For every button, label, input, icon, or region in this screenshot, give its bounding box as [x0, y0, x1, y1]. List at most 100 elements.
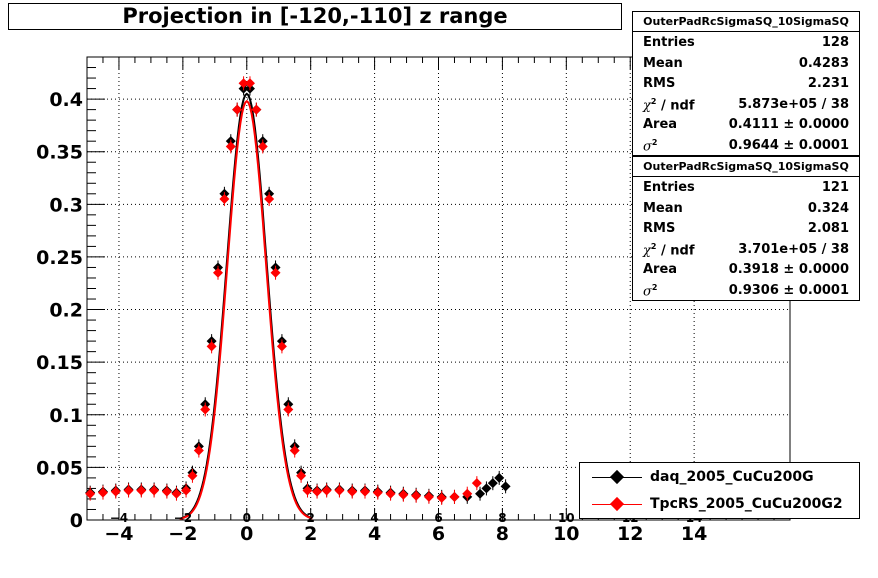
data-point: [225, 141, 236, 152]
data-points: [85, 76, 511, 505]
diamond-marker-icon: [609, 496, 625, 512]
data-point: [181, 485, 192, 496]
entries-label: Entries: [643, 35, 695, 50]
data-point: [257, 141, 268, 152]
chi2-value: 3.701e+05 / 38: [738, 241, 849, 257]
data-point: [110, 486, 121, 497]
y-tick-label: 0.05: [36, 457, 83, 479]
data-point: [487, 478, 498, 489]
x-tick-label-small: 8: [498, 511, 506, 525]
chi2-label: χ2 / ndf: [643, 96, 695, 113]
data-point: [302, 485, 313, 496]
y-tick-label: 0.15: [36, 352, 83, 374]
data-point: [85, 488, 96, 499]
data-point: [193, 445, 204, 456]
data-point: [398, 489, 409, 500]
stats-box-tpcrs: OuterPadRcSigmaSQ_10SigmaSQ Entries 121 M…: [632, 156, 860, 301]
data-point: [200, 404, 211, 415]
y-tick-label: 0.2: [49, 300, 83, 322]
x-tick-label: 14: [681, 523, 707, 545]
sigma-label: σ2: [643, 282, 658, 299]
x-tick-label-small: 4: [370, 511, 378, 525]
data-point: [213, 267, 224, 278]
x-tick-label: 6: [432, 523, 445, 545]
fit-curves: [179, 92, 313, 520]
data-point: [270, 267, 281, 278]
x-tick-label: 12: [617, 523, 643, 545]
legend-label: TpcRS_2005_CuCu200G2: [650, 496, 843, 512]
x-tick-label: 8: [496, 523, 509, 545]
diamond-marker-icon: [609, 469, 625, 485]
x-tick-label-small: −2: [174, 511, 192, 525]
area-value: 0.4111 ± 0.0000: [728, 117, 849, 132]
data-point: [283, 404, 294, 415]
axis-ticks: [86, 56, 791, 521]
x-tick-label: 10: [553, 523, 579, 545]
x-tick-label-small: 6: [434, 511, 442, 525]
x-tick-label-small: −4: [110, 511, 128, 525]
entries-label: Entries: [643, 180, 695, 195]
data-point: [462, 488, 473, 499]
data-point: [264, 194, 275, 205]
x-tick-label-small: 10: [558, 511, 575, 525]
x-tick-label: −2: [168, 523, 197, 545]
data-point: [206, 341, 217, 352]
data-point: [244, 78, 255, 89]
rms-value: 2.081: [807, 221, 849, 236]
data-point: [411, 490, 422, 501]
area-label: Area: [643, 117, 678, 132]
y-tick-label: 0: [70, 510, 83, 532]
data-point: [436, 492, 447, 503]
legend: daq_2005_CuCu200G TpcRS_2005_CuCu200G2: [579, 462, 860, 519]
x-tick-label: 4: [368, 523, 381, 545]
data-point: [500, 481, 511, 492]
legend-label: daq_2005_CuCu200G: [650, 469, 814, 485]
sigma-value: 0.9644 ± 0.0001: [728, 137, 849, 153]
rms-label: RMS: [643, 76, 676, 91]
data-point: [251, 104, 262, 115]
area-value: 0.3918 ± 0.0000: [728, 262, 849, 277]
fit-curve-daq: [179, 92, 313, 520]
x-tick-label: 2: [304, 523, 317, 545]
data-point: [149, 485, 160, 496]
data-point: [289, 445, 300, 456]
data-point: [372, 487, 383, 498]
data-point: [296, 470, 307, 481]
data-point: [360, 486, 371, 497]
entries-value: 121: [821, 180, 849, 195]
rms-label: RMS: [643, 221, 676, 236]
chart-title: Projection in [-120,-110] z range: [8, 3, 622, 30]
data-point: [171, 488, 182, 499]
sigma-label: σ2: [643, 137, 658, 154]
entries-value: 128: [821, 35, 849, 50]
x-tick-label: −4: [104, 523, 133, 545]
y-tick-label: 0.4: [49, 89, 83, 111]
data-point: [494, 472, 505, 483]
data-point: [161, 486, 172, 497]
data-point: [347, 486, 358, 497]
stats-header: OuterPadRcSigmaSQ_10SigmaSQ: [633, 157, 859, 177]
data-point: [312, 486, 323, 497]
mean-value: 0.4283: [798, 55, 849, 71]
data-point: [97, 487, 108, 498]
tick-labels: −4−202468101214−4−20246810121400.050.10.…: [36, 89, 707, 545]
data-point: [481, 483, 492, 494]
data-point: [219, 194, 230, 205]
y-tick-label: 0.35: [36, 142, 83, 164]
sigma-value: 0.9306 ± 0.0001: [728, 282, 849, 298]
x-tick-label-small: 2: [307, 511, 315, 525]
stats-box-daq: OuterPadRcSigmaSQ_10SigmaSQ Entries 128 M…: [632, 11, 860, 156]
mean-label: Mean: [643, 55, 683, 71]
series-tpcrs: [85, 76, 482, 505]
data-point: [334, 485, 345, 496]
data-point: [187, 470, 198, 481]
data-point: [449, 491, 460, 502]
data-point: [238, 78, 249, 89]
mean-label: Mean: [643, 200, 683, 216]
chi2-label: χ2 / ndf: [643, 241, 695, 258]
y-tick-label: 0.1: [49, 405, 83, 427]
stats-header: OuterPadRcSigmaSQ_10SigmaSQ: [633, 12, 859, 32]
x-tick-label: 0: [240, 523, 253, 545]
data-point: [321, 485, 332, 496]
